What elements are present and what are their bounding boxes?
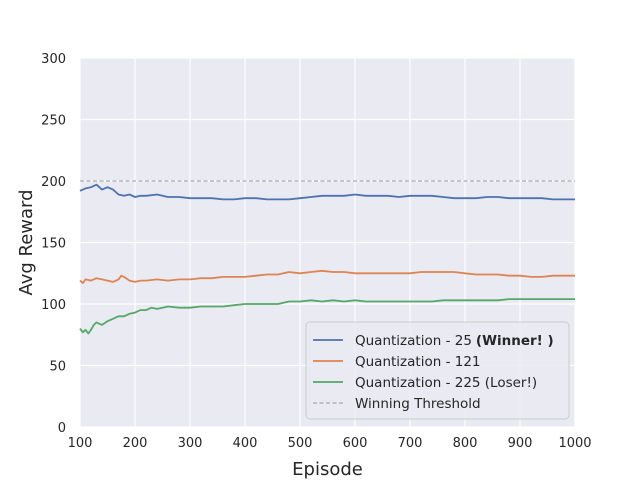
x-tick-label: 1000 bbox=[558, 436, 591, 451]
y-tick-label: 300 bbox=[41, 52, 66, 67]
x-tick-label: 200 bbox=[123, 436, 148, 451]
y-tick-labels: 0 50 100 150 200 250 300 bbox=[41, 52, 66, 436]
y-tick-label: 50 bbox=[49, 360, 66, 375]
y-tick-label: 150 bbox=[41, 237, 66, 252]
legend-label: Quantization - 25 bbox=[355, 333, 472, 349]
legend-entry: Winning Threshold bbox=[355, 396, 481, 412]
x-tick-label: 500 bbox=[288, 436, 313, 451]
y-tick-label: 100 bbox=[41, 298, 66, 313]
x-tick-label: 300 bbox=[178, 436, 203, 451]
y-tick-label: 200 bbox=[41, 175, 66, 190]
x-tick-label: 900 bbox=[508, 436, 533, 451]
legend-entry: Quantization - 121 bbox=[355, 354, 481, 370]
x-tick-label: 700 bbox=[398, 436, 423, 451]
x-tick-labels: 100 200 300 400 500 600 700 800 900 1000 bbox=[68, 436, 592, 451]
series-line-0 bbox=[79, 183, 575, 201]
legend-label: Quantization - 121 bbox=[355, 354, 481, 370]
y-axis-label: Avg Reward bbox=[16, 189, 37, 295]
y-tick-label: 0 bbox=[58, 421, 66, 436]
x-tick-label: 800 bbox=[453, 436, 478, 451]
y-tick-label: 250 bbox=[41, 114, 66, 129]
x-tick-label: 400 bbox=[233, 436, 258, 451]
legend-label-suffix: (Winner! ) bbox=[476, 333, 554, 349]
x-tick-label: 100 bbox=[68, 436, 93, 451]
legend-box bbox=[305, 321, 570, 420]
x-tick-label: 600 bbox=[343, 436, 368, 451]
series-line-1 bbox=[79, 269, 575, 284]
x-axis-label: Episode bbox=[292, 459, 363, 480]
legend-label: Winning Threshold bbox=[355, 396, 481, 412]
legend-entry: Quantization - 25 (Winner! ) bbox=[355, 333, 554, 349]
legend-entry: Quantization - 225 (Loser!) bbox=[355, 375, 537, 391]
legend-label: Quantization - 225 (Loser!) bbox=[355, 375, 537, 391]
legend: Quantization - 25 (Winner! )Quantization … bbox=[305, 321, 570, 420]
series-lines bbox=[79, 183, 575, 335]
series-line-2 bbox=[79, 298, 575, 335]
